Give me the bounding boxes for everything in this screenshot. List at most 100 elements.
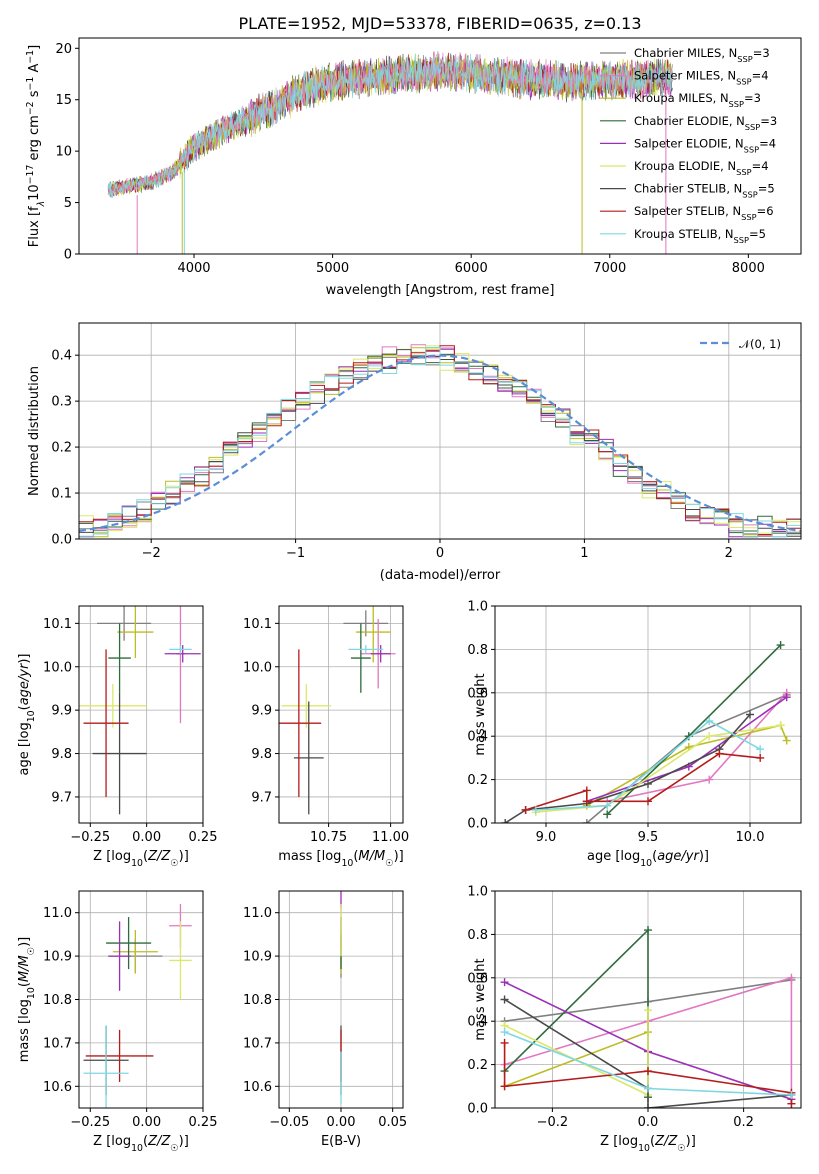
weight-line — [504, 1010, 649, 1097]
legend: Chabrier MILES, NSSP=3 Salpeter MILES, NS… — [600, 46, 777, 245]
mass-age-panel: 10.75 11.00 9.7 9.8 9.9 10.0 10.1 mass [log10(M… — [243, 605, 409, 869]
weight-line — [504, 713, 751, 823]
y-tick-label: 9.7 — [51, 790, 72, 805]
y-tick-label: 0.0 — [51, 533, 72, 548]
x-axis-label: Z [log10(Z/Z☉)] — [93, 1134, 189, 1154]
weight-marker — [715, 749, 724, 758]
weight-marker — [603, 801, 612, 810]
axes-frame — [78, 322, 802, 540]
y-tick-label: 0.2 — [467, 1058, 488, 1073]
spectrum-title: PLATE=1952, MJD=53378, FIBERID=0635, z=0… — [238, 14, 641, 33]
weight-marker — [501, 819, 510, 823]
x-tick-label: 10.0 — [736, 830, 765, 845]
weight-marker — [787, 1090, 796, 1099]
x-axis-label: age [log10(age/yr)] — [587, 849, 709, 869]
x-axis-label: wavelength [Angstrom, rest frame] — [326, 283, 555, 298]
weight-marker — [531, 805, 540, 814]
axes-frame — [278, 890, 404, 1109]
y-tick-label: 10.7 — [43, 1036, 72, 1051]
y-tick-label: 10.6 — [43, 1080, 72, 1095]
weight-marker — [500, 978, 509, 987]
axes-frame — [494, 605, 802, 824]
y-tick-label: 0.8 — [467, 643, 488, 658]
weight-marker — [705, 732, 714, 741]
weight-marker — [644, 1067, 652, 1076]
legend-label: Chabrier ELODIE, NSSP=3 — [634, 114, 777, 132]
spectrum-series-line — [107, 53, 673, 197]
x-tick-label: 6000 — [455, 261, 488, 276]
x-axis-label: Z [log10(Z/Z☉)] — [93, 849, 189, 869]
y-tick-label: 0.3 — [51, 395, 72, 410]
x-tick-label: −2 — [142, 546, 161, 561]
weight-marker — [521, 805, 530, 814]
weight-marker — [603, 810, 612, 819]
weight-marker — [705, 717, 714, 726]
x-tick-label: 0 — [436, 546, 444, 561]
x-tick-label: −0.25 — [70, 830, 110, 845]
y-tick-label: 9.8 — [51, 747, 72, 762]
ebv-mass-panel: −0.05 0.00 0.05 10.6 10.7 10.8 10.9 11.0 E(B-V) — [243, 890, 407, 1149]
y-tick-label: 0 — [64, 248, 72, 263]
y-tick-label: 0.2 — [51, 441, 72, 456]
weight-marker — [644, 926, 652, 935]
x-tick-label: −0.05 — [269, 1115, 309, 1130]
x-tick-label: −0.2 — [537, 1115, 569, 1130]
x-axis-label: E(B-V) — [321, 1134, 361, 1149]
x-tick-label: 0.25 — [189, 830, 218, 845]
legend-label: Salpeter ELODIE, NSSP=4 — [634, 136, 776, 154]
legend-label: Chabrier MILES, NSSP=3 — [634, 46, 770, 64]
plot-area — [107, 51, 673, 254]
weight-line — [586, 724, 788, 807]
weight-marker — [582, 786, 591, 795]
weight-marker — [644, 1084, 652, 1093]
y-tick-label: 10.6 — [243, 1080, 272, 1095]
y-tick-label: 5 — [64, 196, 72, 211]
residuals-panel: −2 −1 0 1 2 0.0 0.1 0.2 0.3 0.4 𝒩(0, 1) (data-model… — [27, 322, 802, 583]
weight-marker — [500, 1082, 509, 1091]
x-tick-label: 1 — [580, 546, 588, 561]
z-mass-panel: −0.25 0.00 0.25 10.6 10.7 10.8 10.9 11.0 Z [log1… — [17, 890, 217, 1154]
x-axis-label: mass [log10(M/M☉)] — [278, 849, 404, 869]
weight-marker — [644, 1104, 652, 1108]
x-axis-label: (data-model)/error — [380, 568, 501, 583]
axes-frame — [78, 37, 802, 255]
y-axis-label: Normed distribution — [27, 366, 42, 496]
x-tick-label: 0.00 — [327, 1115, 356, 1130]
y-tick-label: 10.7 — [243, 1036, 272, 1051]
weight-marker — [705, 775, 714, 784]
x-tick-label: 10.75 — [310, 830, 347, 845]
x-tick-label: 2 — [725, 546, 733, 561]
weight-marker — [582, 819, 591, 823]
weight-marker — [787, 973, 796, 982]
y-tick-label: 10.8 — [43, 993, 72, 1008]
weight-marker — [644, 1006, 652, 1015]
weight-marker — [500, 1028, 509, 1037]
weight-line — [504, 998, 792, 1108]
y-tick-label: 0.1 — [51, 487, 72, 502]
weight-marker — [644, 779, 652, 788]
weight-marker — [756, 753, 765, 762]
legend-label: 𝒩(0, 1) — [739, 337, 781, 351]
y-tick-label: 0.4 — [467, 730, 488, 745]
weight-marker — [644, 797, 652, 806]
y-tick-label: 0.4 — [51, 349, 72, 364]
normal-curve — [79, 354, 801, 532]
weight-marker — [782, 693, 791, 702]
y-tick-label: 10.8 — [243, 993, 272, 1008]
weight-marker — [776, 641, 785, 650]
y-tick-label: 11.0 — [43, 906, 72, 921]
axes-frame — [278, 605, 404, 824]
y-tick-label: 10 — [55, 145, 72, 160]
y-tick-label: 9.9 — [51, 704, 72, 719]
spectrum-panel: 4000 5000 6000 7000 8000 0 5 10 15 20 wavelength [… — [25, 37, 802, 298]
x-tick-label: 4000 — [177, 261, 210, 276]
y-tick-label: 10.1 — [243, 617, 272, 632]
y-tick-label: 9.7 — [251, 790, 272, 805]
y-tick-label: 10.9 — [43, 950, 72, 965]
legend-label: Salpeter MILES, NSSP=4 — [634, 69, 769, 87]
y-tick-label: 10.9 — [243, 950, 272, 965]
plot-area — [79, 606, 201, 815]
weight-line — [586, 694, 788, 823]
legend-label: Salpeter STELIB, NSSP=6 — [634, 204, 774, 222]
weight-marker — [776, 721, 785, 730]
